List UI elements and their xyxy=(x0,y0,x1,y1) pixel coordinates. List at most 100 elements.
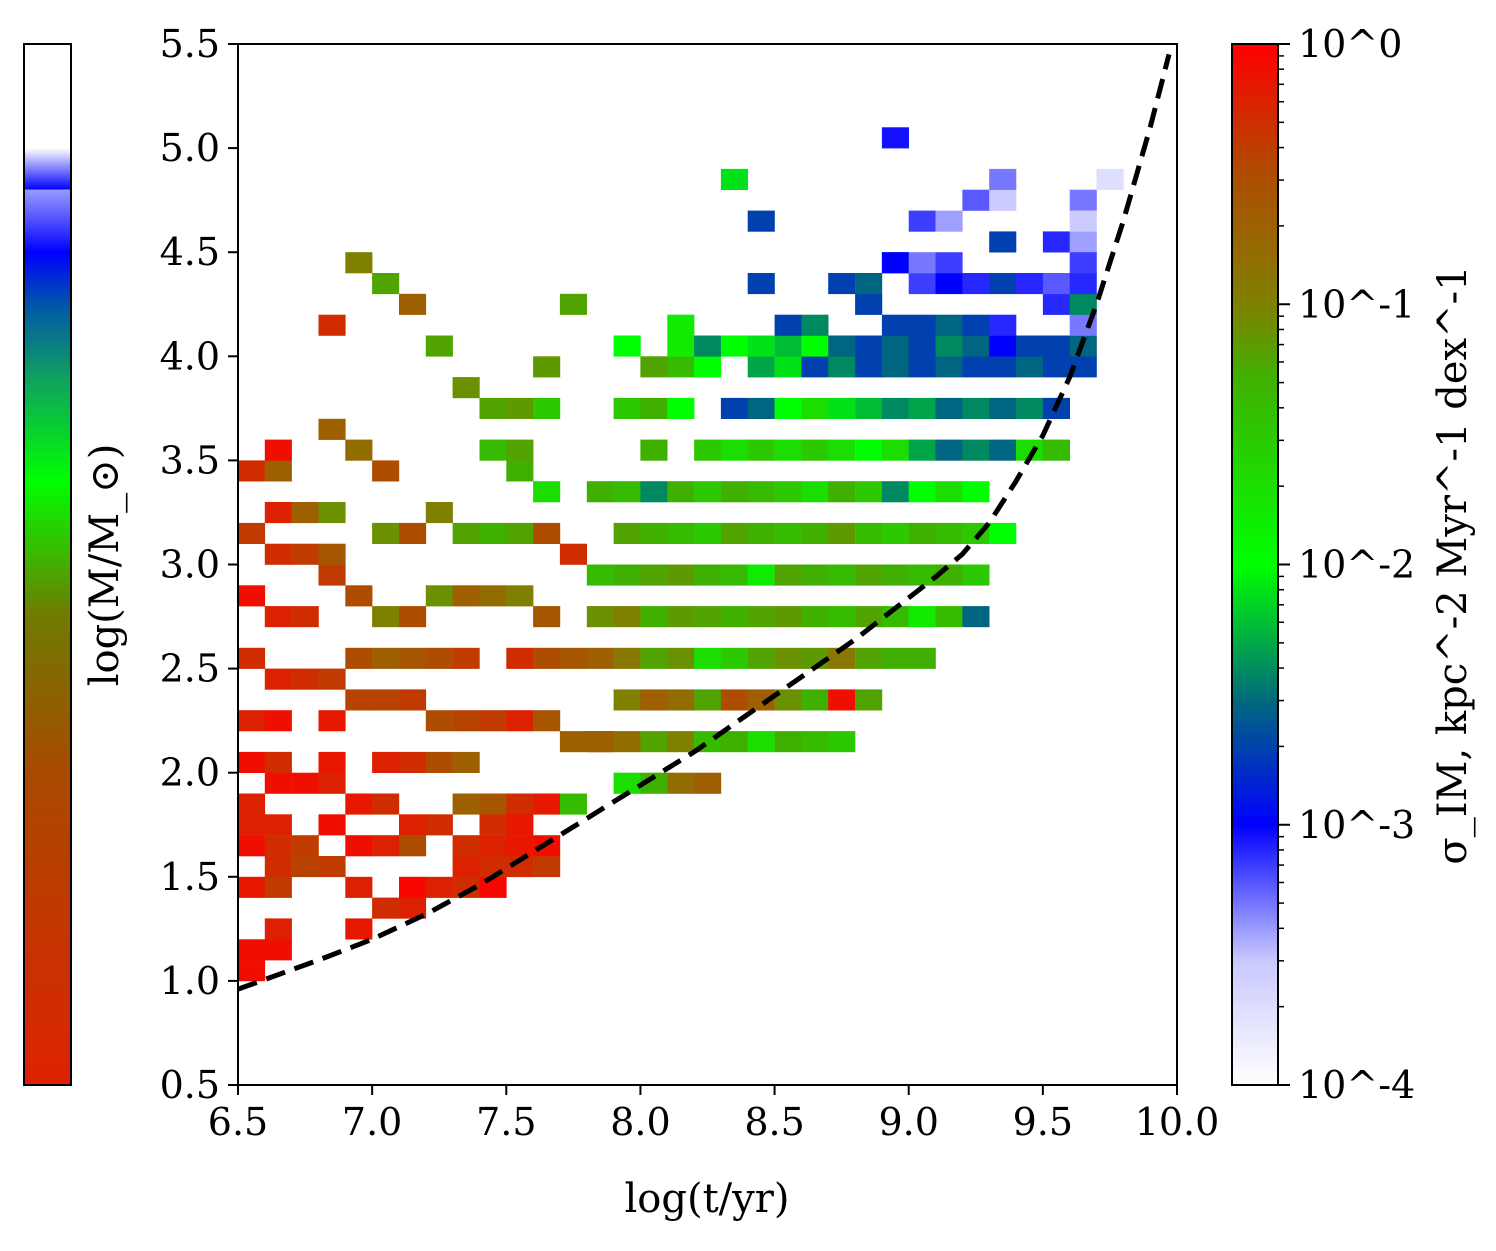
heatmap-cell xyxy=(640,481,668,503)
heatmap-cell xyxy=(559,543,587,565)
heatmap-cell xyxy=(855,606,883,628)
heatmap-cell xyxy=(238,939,266,961)
heatmap-cell xyxy=(506,585,534,607)
heatmap-cell xyxy=(1069,293,1097,315)
heatmap-cell xyxy=(881,647,909,669)
heatmap-cell xyxy=(774,439,802,461)
heatmap-cell xyxy=(238,960,266,982)
heatmap-cell xyxy=(345,439,373,461)
heatmap-cell xyxy=(881,397,909,419)
heatmap-cell xyxy=(613,522,641,544)
heatmap-cell xyxy=(318,751,346,773)
heatmap-cell xyxy=(801,606,829,628)
heatmap-cell xyxy=(694,606,722,628)
heatmap-cell xyxy=(774,606,802,628)
heatmap-cell xyxy=(318,668,346,690)
heatmap-cell xyxy=(694,439,722,461)
heatmap-cell xyxy=(613,397,641,419)
heatmap-cell xyxy=(425,585,453,607)
heatmap-cell xyxy=(694,335,722,357)
x-tick-label: 8.0 xyxy=(610,1100,670,1144)
heatmap-cell xyxy=(962,439,990,461)
heatmap-cell xyxy=(774,522,802,544)
heatmap-cell xyxy=(345,585,373,607)
heatmap-cell xyxy=(908,210,936,232)
heatmap-cell xyxy=(452,876,480,898)
heatmap-cell xyxy=(694,356,722,378)
heatmap-cell xyxy=(1042,293,1070,315)
heatmap-cell xyxy=(828,439,856,461)
heatmap-cell xyxy=(345,647,373,669)
heatmap-cell xyxy=(855,522,883,544)
heatmap-cell xyxy=(372,647,400,669)
heatmap-cell xyxy=(908,606,936,628)
heatmap-cell xyxy=(935,273,963,295)
heatmap-cell xyxy=(855,273,883,295)
heatmap-cell xyxy=(452,751,480,773)
heatmap-cell xyxy=(694,689,722,711)
heatmap-cell xyxy=(801,522,829,544)
y-tick-label: 1.5 xyxy=(160,855,220,899)
heatmap-cell xyxy=(452,522,480,544)
heatmap-cell xyxy=(855,689,883,711)
heatmap-cell xyxy=(801,314,829,336)
heatmap-cell xyxy=(855,335,883,357)
heatmap-cell xyxy=(506,522,534,544)
x-tick-label: 7.5 xyxy=(476,1100,536,1144)
heatmap-cell xyxy=(1069,210,1097,232)
heatmap-cell xyxy=(318,814,346,836)
colorbar-tick-label: 10^0 xyxy=(1298,22,1402,66)
heatmap-cell xyxy=(533,606,561,628)
heatmap-cell xyxy=(908,252,936,274)
heatmap-cell xyxy=(586,647,614,669)
colorbar-tick-label: 10^-3 xyxy=(1298,803,1415,847)
heatmap-cell xyxy=(264,606,292,628)
heatmap-cell xyxy=(801,335,829,357)
heatmap-cell xyxy=(694,647,722,669)
heatmap-cell xyxy=(452,377,480,399)
heatmap-cell xyxy=(291,772,319,794)
heatmap-cell xyxy=(586,564,614,586)
heatmap-cell xyxy=(1016,356,1044,378)
heatmap-cell xyxy=(855,481,883,503)
heatmap-cell xyxy=(613,647,641,669)
heatmap-cell xyxy=(667,314,695,336)
heatmap-cell xyxy=(828,481,856,503)
heatmap-cell xyxy=(828,606,856,628)
heatmap-cell xyxy=(291,835,319,857)
heatmap-cell xyxy=(533,793,561,815)
heatmap-cell xyxy=(318,856,346,878)
heatmap-cell xyxy=(855,439,883,461)
heatmap-cell xyxy=(774,481,802,503)
heatmap-cell xyxy=(345,835,373,857)
heatmap-cell xyxy=(238,647,266,669)
heatmap-cell xyxy=(962,189,990,211)
heatmap-cell xyxy=(667,606,695,628)
heatmap-cell xyxy=(452,793,480,815)
heatmap-cell xyxy=(828,356,856,378)
heatmap-cell xyxy=(828,564,856,586)
heatmap-cell xyxy=(506,439,534,461)
left-colorbar-frame xyxy=(23,43,72,1086)
heatmap-cell xyxy=(774,314,802,336)
heatmap-cell xyxy=(452,835,480,857)
heatmap-cell xyxy=(291,606,319,628)
heatmap-cell xyxy=(774,335,802,357)
heatmap-cell xyxy=(399,814,427,836)
y-tick-label: 2.0 xyxy=(160,751,220,795)
heatmap-cell xyxy=(747,397,775,419)
heatmap-cell xyxy=(720,481,748,503)
heatmap-cell xyxy=(372,522,400,544)
heatmap-cell xyxy=(720,564,748,586)
heatmap-cell xyxy=(372,751,400,773)
heatmap-cell xyxy=(399,522,427,544)
x-tick-label: 9.0 xyxy=(878,1100,938,1144)
heatmap-cell xyxy=(452,856,480,878)
heatmap-cell xyxy=(479,522,507,544)
heatmap-cell xyxy=(935,606,963,628)
heatmap-cell xyxy=(613,564,641,586)
heatmap-cell xyxy=(747,273,775,295)
heatmap-cell xyxy=(855,564,883,586)
heatmap-cell xyxy=(774,356,802,378)
